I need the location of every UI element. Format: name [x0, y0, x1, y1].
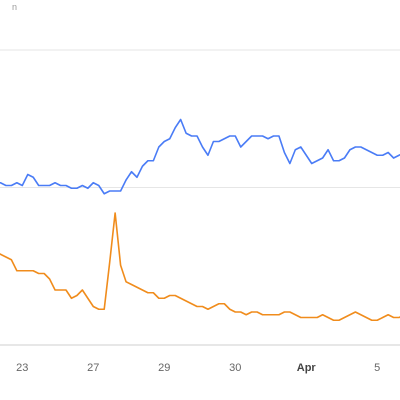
corner-label: n: [12, 2, 17, 12]
series-line-1: [0, 118, 400, 195]
series-line-2: [0, 212, 400, 322]
x-tick-label: Apr: [297, 362, 317, 374]
x-tick-label: 29: [158, 362, 170, 374]
x-tick-label: 30: [229, 362, 241, 374]
x-tick-label: 5: [374, 362, 380, 374]
x-axis: 23 27 29 30 Apr 5: [16, 362, 380, 374]
series-group: [0, 118, 400, 322]
gridlines: [0, 49, 400, 346]
x-tick-label: 23: [16, 362, 28, 374]
x-tick-label: 27: [87, 362, 99, 374]
